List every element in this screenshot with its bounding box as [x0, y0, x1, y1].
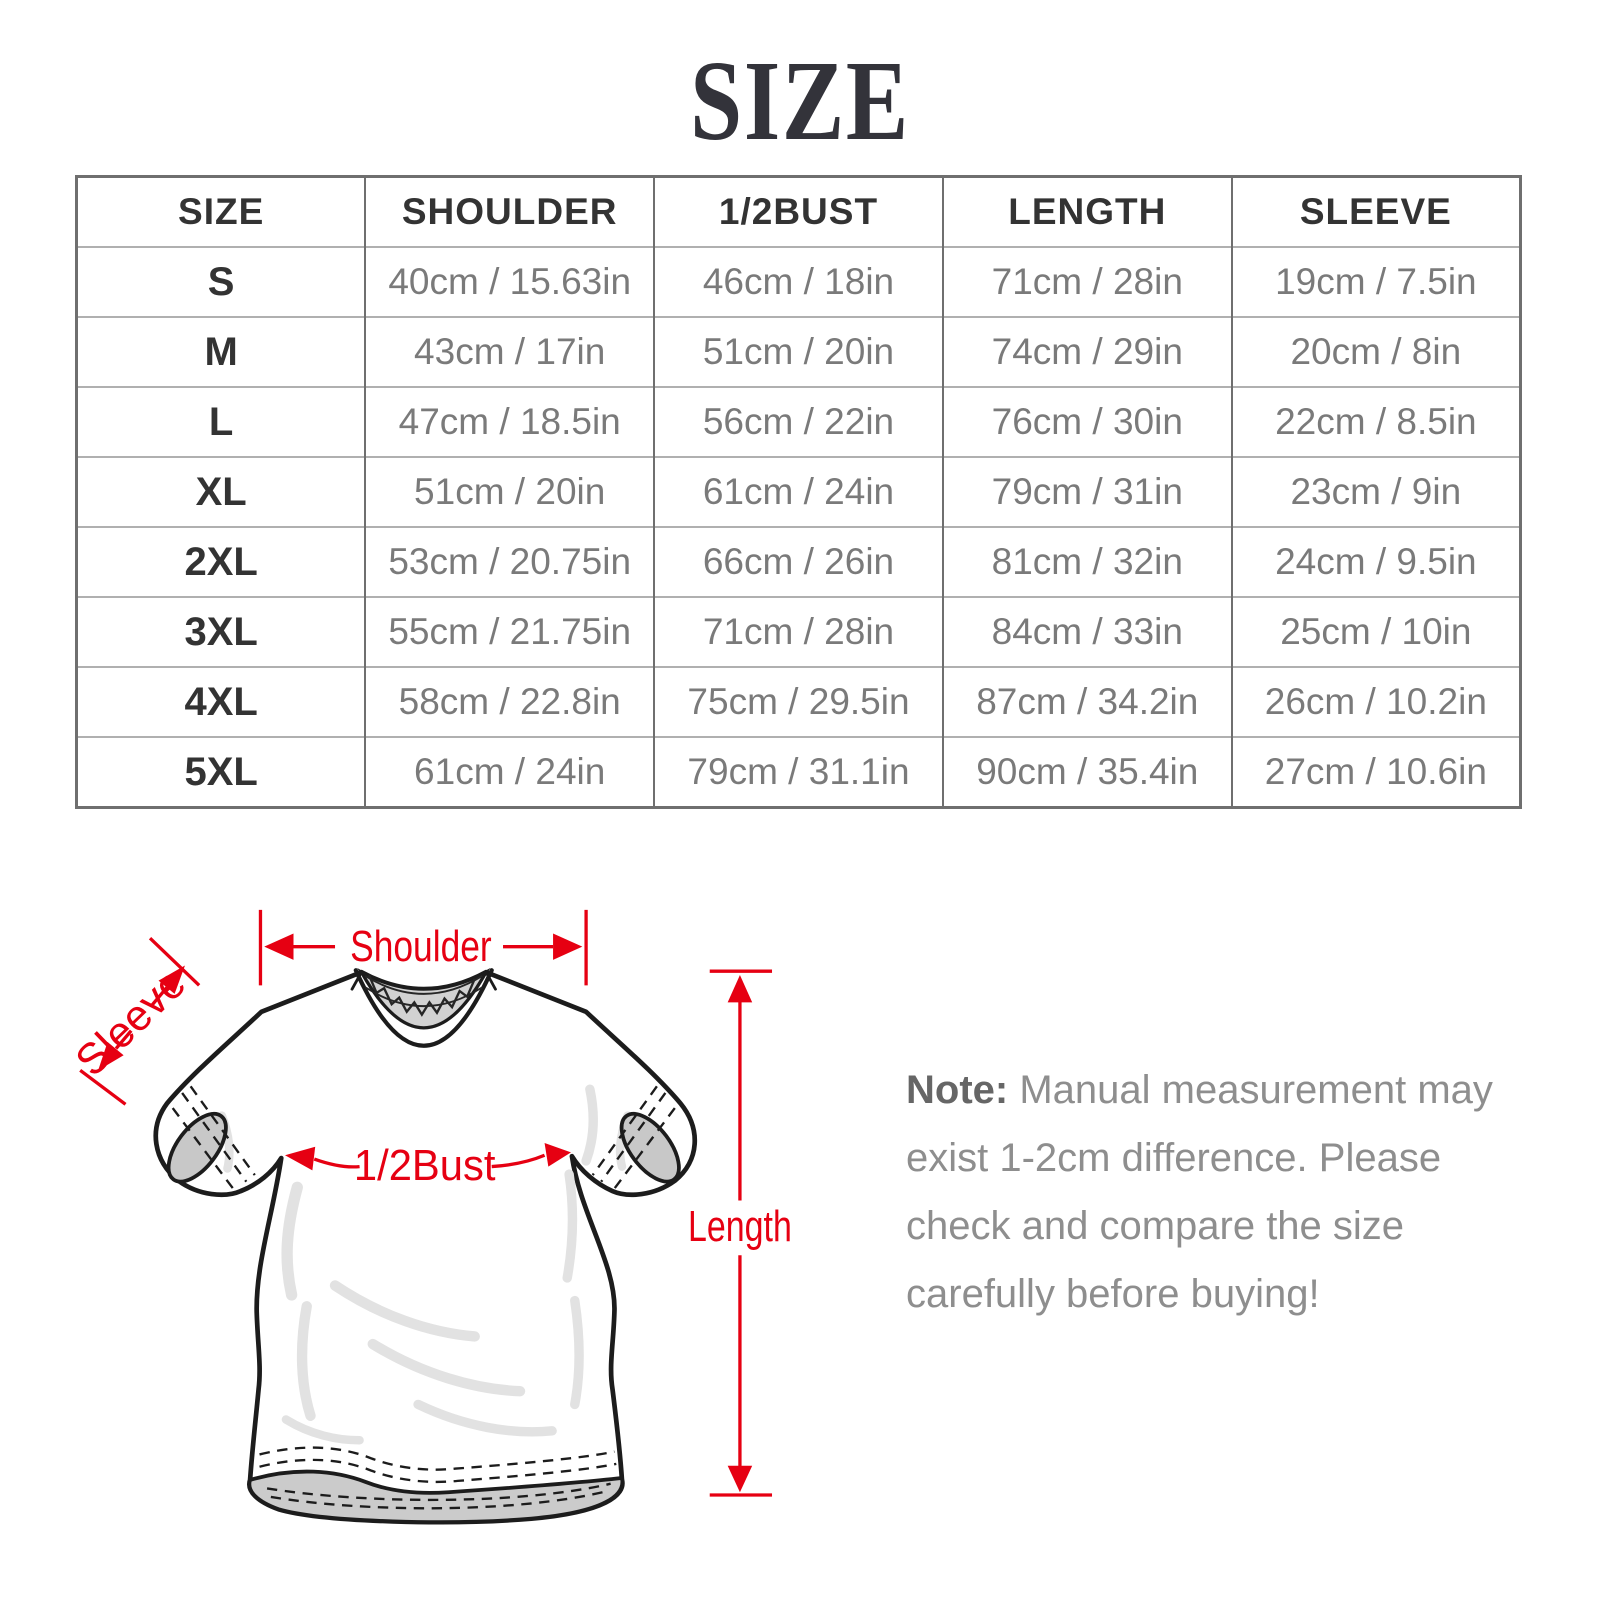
measurement-cell: 74cm / 29in — [941, 316, 1232, 387]
size-cell: 3XL — [76, 596, 366, 667]
measurement-cell: 43cm / 17in — [364, 316, 655, 387]
column-header-bust: 1/2BUST — [653, 176, 943, 247]
measurement-cell: 47cm / 18.5in — [364, 386, 655, 457]
hem — [247, 1446, 625, 1524]
measurement-cell: 23cm / 9in — [1230, 456, 1521, 527]
note-line: Note: Manual measurement may — [906, 1056, 1526, 1124]
measurement-cell: 22cm / 8.5in — [1230, 386, 1521, 457]
shoulder-label: Shoulder — [350, 923, 492, 971]
measurement-cell: 19cm / 7.5in — [1230, 246, 1521, 317]
half-bust-label: 1/2Bust — [354, 1142, 496, 1190]
measurement-cell: 79cm / 31in — [941, 456, 1232, 527]
measurement-cell: 58cm / 22.8in — [364, 666, 655, 737]
table-row: 4XL 58cm / 22.8in 75cm / 29.5in 87cm / 34.2… — [76, 666, 1521, 737]
size-cell: L — [76, 386, 366, 457]
note-prefix: Note: — [906, 1068, 1009, 1112]
measurement-cell: 71cm / 28in — [653, 596, 943, 667]
fabric-wrinkles — [217, 1084, 632, 1445]
sleeve-label: Sleeve — [67, 959, 195, 1085]
table-row: 2XL 53cm / 20.75in 66cm / 26in 81cm / 32in 2… — [76, 526, 1521, 597]
measurement-cell: 61cm / 24in — [653, 456, 943, 527]
length-label: Length — [688, 1203, 792, 1251]
measurement-cell: 51cm / 20in — [653, 316, 943, 387]
right-sleeve-cuff — [591, 1085, 681, 1192]
size-cell: XL — [76, 456, 366, 527]
size-cell: S — [76, 246, 366, 317]
size-cell: 5XL — [76, 736, 366, 808]
collar-zigzag-stitch — [367, 974, 476, 1017]
measurement-cell: 46cm / 18in — [653, 246, 943, 317]
page-title: SIZE — [690, 37, 910, 164]
table-row: 5XL 61cm / 24in 79cm / 31.1in 90cm / 35.4in… — [76, 736, 1521, 808]
shoulder-dimension: Shoulder — [258, 909, 588, 986]
measurement-cell: 81cm / 32in — [941, 526, 1232, 597]
measurement-cell: 20cm / 8in — [1230, 316, 1521, 387]
tshirt-drawing — [153, 967, 697, 1525]
length-dimension: Length — [688, 969, 792, 1497]
column-header-shoulder: SHOULDER — [364, 176, 655, 247]
table-row: 3XL 55cm / 21.75in 71cm / 28in 84cm / 33in 2… — [76, 596, 1521, 667]
measurement-cell: 53cm / 20.75in — [364, 526, 655, 597]
measurement-cell: 55cm / 21.75in — [364, 596, 655, 667]
column-header-length: LENGTH — [941, 176, 1232, 247]
note-line: exist 1-2cm difference. Please — [906, 1136, 1442, 1180]
measurement-cell: 27cm / 10.6in — [1230, 736, 1521, 808]
measurement-cell: 40cm / 15.63in — [364, 246, 655, 317]
measurement-cell: 61cm / 24in — [364, 736, 655, 808]
size-chart-table: SIZE SHOULDER 1/2BUST LENGTH SLEEVE S 40c… — [75, 175, 1522, 809]
column-header-sleeve: SLEEVE — [1230, 176, 1521, 247]
measurement-cell: 56cm / 22in — [653, 386, 943, 457]
note-line: check and compare the size — [906, 1204, 1405, 1248]
measurement-cell: 75cm / 29.5in — [653, 666, 943, 737]
table-body: S 40cm / 15.63in 46cm / 18in 71cm / 28in 19c… — [76, 246, 1521, 808]
table-row: M 43cm / 17in 51cm / 20in 74cm / 29in 20cm /… — [76, 316, 1521, 387]
measurement-note: Note: Manual measurement may exist 1-2cm… — [906, 1056, 1526, 1328]
table-row: XL 51cm / 20in 61cm / 24in 79cm / 31in 23cm … — [76, 456, 1521, 527]
measurement-cell: 24cm / 9.5in — [1230, 526, 1521, 597]
collar — [350, 967, 497, 1048]
size-cell: 2XL — [76, 526, 366, 597]
left-sleeve-cuff — [166, 1085, 256, 1192]
measurement-cell: 51cm / 20in — [364, 456, 655, 527]
table-row: L 47cm / 18.5in 56cm / 22in 76cm / 30in 22cm… — [76, 386, 1521, 457]
sleeve-dimension: Sleeve — [67, 936, 201, 1106]
tshirt-measurement-diagram: Shoulder Sleeve 1/2Bust Length — [67, 909, 792, 1525]
measurement-cell: 90cm / 35.4in — [941, 736, 1232, 808]
note-text: Manual measurement may — [1019, 1068, 1493, 1112]
bust-dimension: 1/2Bust — [285, 1142, 571, 1190]
note-line: carefully before buying! — [906, 1272, 1320, 1316]
measurement-cell: 76cm / 30in — [941, 386, 1232, 457]
column-header-size: SIZE — [178, 191, 265, 232]
table-row: S 40cm / 15.63in 46cm / 18in 71cm / 28in 19c… — [76, 246, 1521, 317]
measurement-cell: 25cm / 10in — [1230, 596, 1521, 667]
measurement-cell: 71cm / 28in — [941, 246, 1232, 317]
size-cell: M — [76, 316, 366, 387]
size-cell: 4XL — [76, 666, 366, 737]
measurement-cell: 79cm / 31.1in — [653, 736, 943, 808]
header-row: SIZE SHOULDER 1/2BUST LENGTH SLEEVE — [77, 176, 1521, 247]
measurement-cell: 26cm / 10.2in — [1230, 666, 1521, 737]
measurement-cell: 66cm / 26in — [653, 526, 943, 597]
measurement-cell: 87cm / 34.2in — [941, 666, 1232, 737]
measurement-cell: 84cm / 33in — [941, 596, 1232, 667]
